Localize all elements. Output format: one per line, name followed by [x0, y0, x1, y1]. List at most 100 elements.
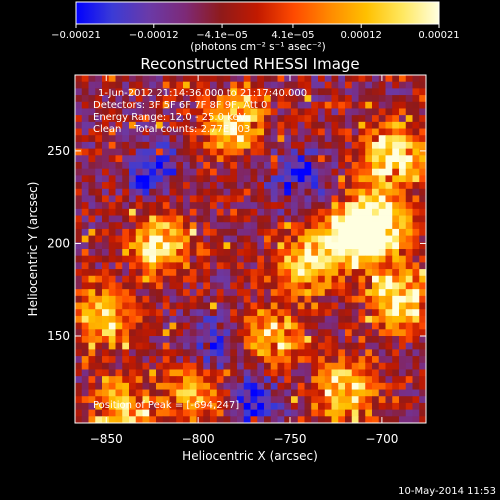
heatmap-cell [243, 382, 251, 390]
heatmap-cell [169, 295, 177, 303]
heatmap-cell [412, 376, 420, 384]
heatmap-cell [88, 135, 96, 143]
heatmap-cell [412, 416, 420, 423]
heatmap-cell [345, 302, 353, 310]
heatmap-cell [291, 88, 299, 96]
heatmap-cell [81, 81, 89, 89]
heatmap-cell [405, 222, 413, 230]
heatmap-cell [183, 409, 191, 417]
heatmap-cell [372, 329, 380, 337]
heatmap-cell [237, 195, 245, 203]
heatmap-cell [108, 108, 116, 116]
heatmap-cell [304, 168, 312, 176]
heatmap-cell [75, 195, 83, 203]
heatmap-cell [149, 215, 157, 223]
heatmap-cell [75, 342, 83, 350]
heatmap-cell [331, 188, 339, 196]
heatmap-cell [284, 195, 292, 203]
heatmap-cell [297, 108, 305, 116]
heatmap-cell [392, 369, 400, 377]
heatmap-cell [385, 342, 393, 350]
heatmap-cell [385, 88, 393, 96]
heatmap-cell [108, 88, 116, 96]
heatmap-cell [142, 141, 150, 150]
heatmap-cell [311, 182, 319, 190]
heatmap-cell [108, 135, 116, 143]
heatmap-cell [122, 329, 130, 337]
heatmap-cell [216, 275, 224, 283]
heatmap-cell [176, 121, 184, 129]
heatmap-cell [81, 376, 89, 384]
heatmap-cell [385, 315, 393, 324]
colorbar: −0.00021 −0.00012 −4.1e−05 4.1e−05 0.00012 0.… [51, 1, 460, 53]
heatmap-cell [95, 382, 103, 390]
heatmap-cell [284, 309, 292, 317]
heatmap-cell [169, 269, 177, 277]
heatmap-cell [115, 128, 123, 136]
heatmap-cell [95, 249, 103, 257]
heatmap-cell [216, 255, 224, 263]
heatmap-cell [365, 369, 373, 377]
heatmap-cell [81, 95, 89, 103]
heatmap-cell [351, 188, 359, 196]
heatmap-cell [277, 121, 285, 129]
heatmap-cell [189, 208, 197, 216]
heatmap-cell [385, 155, 393, 163]
heatmap-cell [230, 315, 238, 324]
heatmap-cell [129, 249, 137, 257]
heatmap-cell [345, 115, 353, 123]
heatmap-cell [162, 322, 170, 330]
heatmap-cell [331, 282, 339, 290]
heatmap-cell [257, 148, 265, 156]
heatmap-cell [412, 242, 420, 250]
colorbar-ticks: −0.00021 −0.00012 −4.1e−05 4.1e−05 0.00012 0.… [51, 24, 460, 41]
heatmap-cell [351, 215, 359, 223]
heatmap-cell [243, 242, 251, 250]
heatmap-cell [183, 249, 191, 257]
heatmap-cell [419, 409, 426, 417]
heatmap-cell [169, 215, 177, 223]
heatmap-cell [135, 208, 143, 216]
heatmap-cell [250, 282, 258, 290]
heatmap-cell [88, 329, 96, 337]
heatmap-cell [311, 389, 319, 397]
heatmap-cell [392, 289, 400, 297]
heatmap-cell [277, 175, 285, 183]
heatmap-cell [405, 356, 413, 364]
heatmap-cell [189, 195, 197, 203]
heatmap-cell [169, 168, 177, 176]
heatmap-cell [243, 249, 251, 257]
heatmap-cell [196, 349, 204, 357]
heatmap-cell [419, 235, 426, 243]
heatmap-cell [237, 121, 245, 129]
heatmap-cell [277, 155, 285, 163]
heatmap-cell [223, 255, 231, 263]
heatmap-cell [385, 215, 393, 223]
heatmap-cell [81, 101, 89, 109]
heatmap-cell [203, 81, 211, 89]
heatmap-cell [318, 302, 326, 310]
heatmap-cell [176, 188, 184, 196]
heatmap-cell [216, 81, 224, 89]
heatmap-cell [318, 141, 326, 150]
heatmap-cell [365, 141, 373, 150]
heatmap-cell [230, 369, 238, 377]
heatmap-cell [345, 409, 353, 417]
heatmap-cell [304, 262, 312, 270]
heatmap-cell [142, 315, 150, 324]
heatmap-cell [338, 162, 346, 170]
heatmap-cell [304, 282, 312, 290]
heatmap-cell [304, 75, 312, 83]
heatmap-cell [135, 175, 143, 183]
heatmap-cell [230, 95, 238, 103]
heatmap-cell [108, 289, 116, 297]
heatmap-cell [392, 215, 400, 223]
heatmap-cell [75, 81, 83, 89]
heatmap-cell [385, 115, 393, 123]
heatmap-cell [135, 141, 143, 150]
heatmap-cell [149, 342, 157, 350]
heatmap-cell [324, 175, 332, 183]
heatmap-cell [412, 208, 420, 216]
heatmap-cell [142, 282, 150, 290]
heatmap-cell [75, 329, 83, 337]
